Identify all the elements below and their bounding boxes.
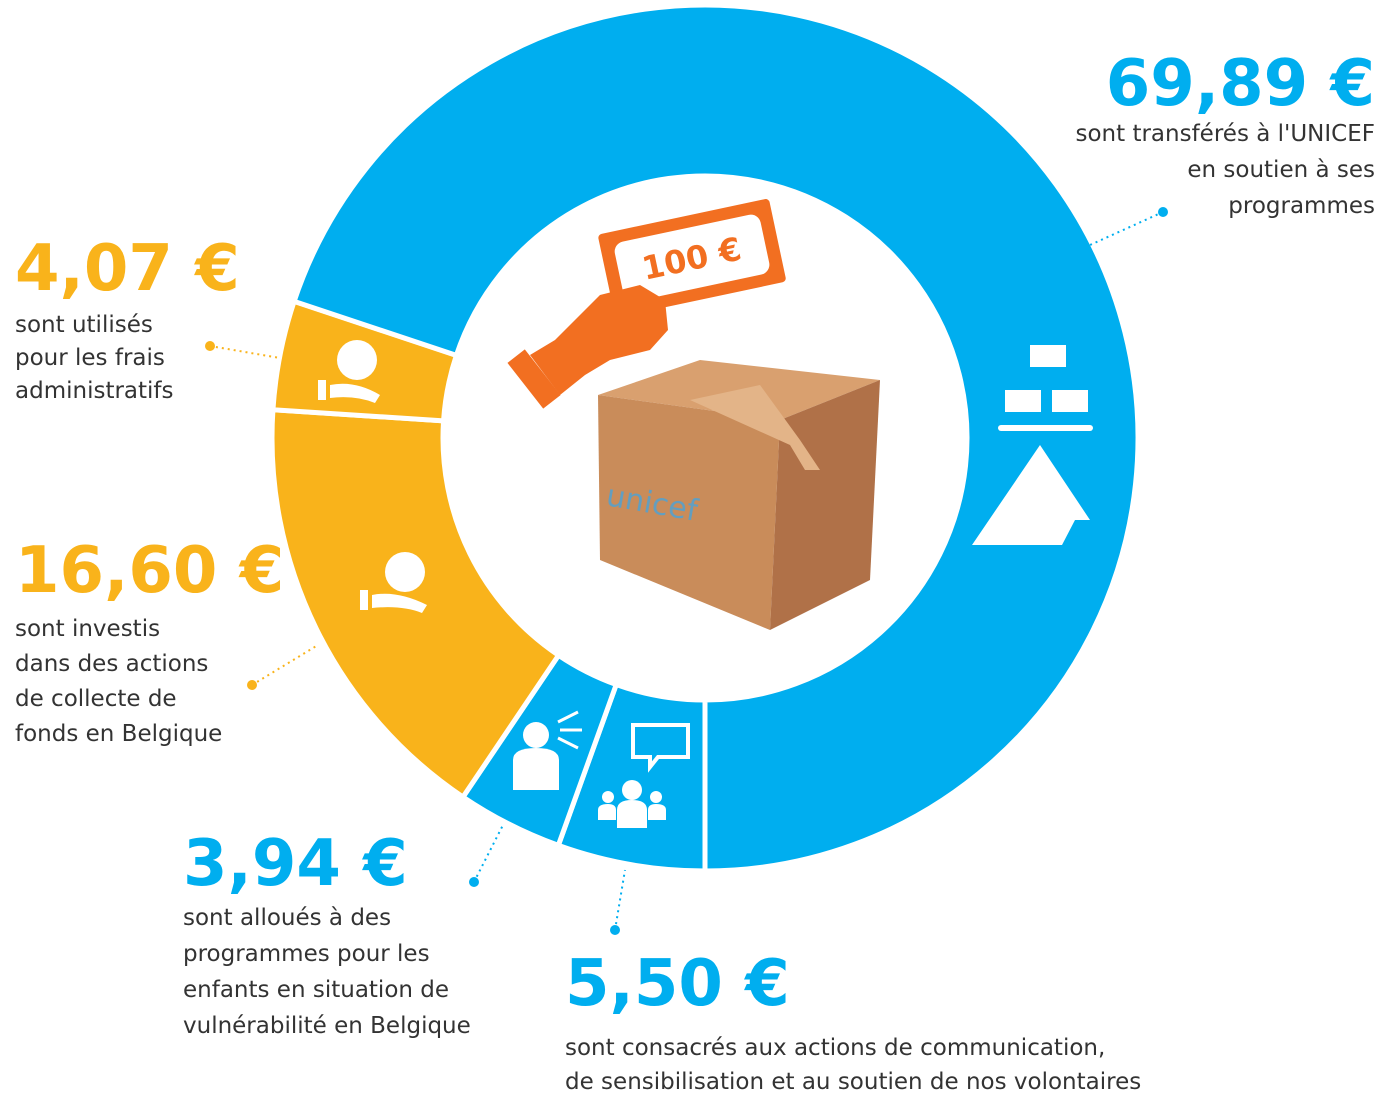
description: sont alloués à des [183,905,391,931]
icon-people [602,791,614,803]
icon-people [622,780,642,800]
icon-people [598,804,666,820]
leader-line [1089,211,1164,246]
description: sont utilisés [15,312,153,338]
icon-person [523,722,549,748]
box-side [770,380,880,630]
description: programmes pour les [183,941,430,967]
box-front [598,395,780,630]
icon-people [617,800,647,828]
hand [530,285,668,395]
icon-pallet [998,425,1093,431]
icon-crate [1052,390,1088,412]
description: vulnérabilité en Belgique [183,1013,471,1039]
leader-line [614,869,626,931]
leader-dot [610,925,620,935]
labels: 5,50 € sont consacrés aux actions de comm… [15,47,1375,1095]
icon-coin [385,552,425,592]
icon-crate [1030,345,1066,367]
banknote: 100 € [598,199,786,318]
amount-label: 3,94 € [183,827,408,901]
description: programmes [1228,193,1375,219]
leader-dot [1158,207,1168,217]
description: sont transférés à l'UNICEF [1076,121,1376,147]
leader-dot [205,341,215,351]
description: fonds en Belgique [15,721,222,747]
icon-bubble [631,723,690,773]
amount-label: 4,07 € [15,232,240,306]
cuff [507,349,561,409]
icon-hand [318,380,380,403]
icon-coin [337,340,377,380]
amount-label: 69,89 € [1106,47,1375,121]
description: pour les frais [15,345,165,371]
slice [290,2,1141,874]
amount-label: 16,60 € [15,534,284,608]
leader-line [209,345,281,359]
amount-label: 5,50 € [565,947,790,1021]
description: en soutien à ses [1187,157,1375,183]
icon-people [650,791,662,803]
description: de sensibilisation et au soutien de nos … [565,1069,1141,1095]
description: enfants en situation de [183,977,449,1003]
icon-crate [1005,390,1041,412]
illustration: unicef 100 € [507,199,880,630]
icons [318,340,1093,828]
note-inner [614,214,770,302]
leader-line [473,824,504,883]
icon-person [513,748,559,790]
icon-tent [972,445,1090,545]
description: sont investis [15,616,160,642]
description: de collecte de [15,686,177,712]
leader-dot [469,877,479,887]
leader-line [251,644,319,686]
box-tape [690,385,820,470]
description: dans des actions [15,651,208,677]
description: sont consacrés aux actions de communicat… [565,1035,1105,1061]
description: administratifs [15,378,174,404]
leader-dot [247,680,257,690]
icon-voice [557,710,582,750]
icon-hand [360,590,427,613]
